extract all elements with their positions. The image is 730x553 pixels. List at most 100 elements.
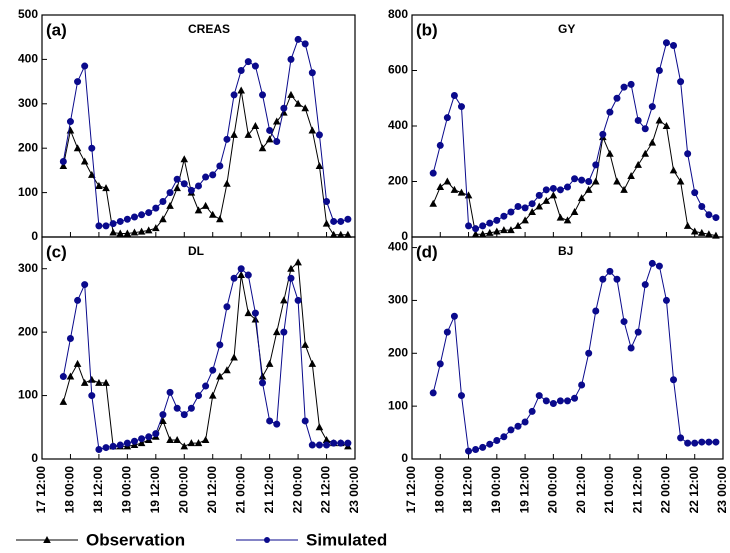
simulated-marker <box>251 62 259 70</box>
y-tick-label: 100 <box>388 398 408 412</box>
observation-marker <box>648 138 657 146</box>
observation-marker <box>244 130 253 138</box>
simulated-marker <box>237 265 245 273</box>
simulated-marker <box>599 130 607 138</box>
observation-marker <box>485 228 494 236</box>
simulated-marker <box>109 442 117 450</box>
simulated-marker <box>315 131 323 139</box>
simulated-marker <box>216 341 224 349</box>
observation-marker <box>620 185 628 193</box>
observation-marker <box>95 378 103 386</box>
simulated-marker <box>564 183 571 191</box>
x-tick-label: 21 00:00 <box>602 466 616 514</box>
panel-label: (d) <box>416 242 438 261</box>
simulated-marker <box>500 433 508 441</box>
simulated-marker <box>634 116 642 124</box>
simulated-marker <box>323 441 331 449</box>
simulated-marker <box>641 281 649 289</box>
x-tick-label: 19 00:00 <box>489 466 503 514</box>
observation-marker <box>613 177 621 185</box>
observation-marker <box>251 122 260 129</box>
simulated-marker <box>187 186 195 194</box>
observation-marker <box>329 230 338 238</box>
simulated-marker <box>180 180 188 188</box>
simulated-marker <box>287 274 295 282</box>
simulated-marker <box>662 39 670 47</box>
simulated-marker <box>138 435 146 443</box>
simulated-marker <box>606 267 614 275</box>
observation-marker <box>87 375 96 383</box>
simulated-marker <box>655 67 663 74</box>
simulated-marker <box>578 176 586 184</box>
simulated-marker <box>59 158 67 166</box>
simulated-marker <box>486 219 494 227</box>
simulated-marker <box>472 225 480 233</box>
plot-frame <box>411 236 724 460</box>
simulated-marker <box>116 441 124 449</box>
observation-marker <box>301 104 310 112</box>
observation-marker <box>344 230 352 238</box>
observation-marker <box>584 185 593 193</box>
simulated-marker <box>691 189 699 197</box>
simulated-marker <box>123 439 131 447</box>
simulated-marker <box>571 175 579 183</box>
simulated-marker <box>230 274 238 282</box>
simulated-marker <box>244 58 252 66</box>
simulated-marker <box>273 420 281 428</box>
legend-label: Simulated <box>306 530 387 549</box>
simulated-marker <box>259 91 267 99</box>
simulated-marker <box>571 394 579 402</box>
simulated-marker <box>465 222 473 230</box>
observation-marker <box>102 378 110 386</box>
simulated-marker <box>493 216 501 224</box>
y-tick-label: 400 <box>388 240 408 254</box>
observation-marker <box>606 149 614 157</box>
y-tick-label: 100 <box>18 388 38 402</box>
observation-marker <box>152 224 160 232</box>
observation-marker <box>683 221 692 229</box>
simulated-marker <box>535 191 543 199</box>
simulated-marker <box>641 125 649 133</box>
y-tick-label: 500 <box>18 7 38 21</box>
simulated-marker <box>521 418 529 426</box>
panel-label: (c) <box>46 242 67 261</box>
simulated-marker <box>337 217 345 225</box>
panel-label: (a) <box>46 20 67 39</box>
simulated-marker <box>202 173 210 181</box>
simulated-marker <box>223 303 231 311</box>
plot-frame <box>41 236 356 460</box>
simulated-marker <box>251 309 259 317</box>
observation-marker <box>180 442 189 450</box>
simulated-marker <box>187 404 195 412</box>
simulated-marker <box>507 426 515 434</box>
observation-marker <box>208 391 217 399</box>
observation-marker <box>187 439 196 447</box>
simulated-marker <box>655 262 663 270</box>
simulated-marker <box>130 213 138 221</box>
simulated-marker <box>195 392 202 400</box>
y-tick-label: 600 <box>388 63 408 77</box>
simulated-marker <box>173 404 181 412</box>
y-tick-label: 0 <box>31 229 38 243</box>
y-tick-label: 0 <box>31 451 38 465</box>
simulated-marker <box>585 178 593 185</box>
simulated-marker <box>74 78 82 86</box>
simulated-marker <box>670 42 678 50</box>
simulated-marker <box>514 202 522 210</box>
simulated-marker <box>627 80 635 88</box>
observation-marker <box>173 435 181 443</box>
observation-marker <box>265 135 274 143</box>
simulated-marker <box>344 439 352 447</box>
observation-marker <box>563 216 572 224</box>
simulated-marker <box>521 204 529 212</box>
y-tick-label: 100 <box>18 185 38 199</box>
observation-marker <box>272 117 281 125</box>
simulated-marker <box>315 441 323 449</box>
panel-title: BJ <box>558 244 573 258</box>
legend-marker <box>43 536 51 543</box>
simulated-marker <box>166 388 174 396</box>
x-tick-label: 21 12:00 <box>262 466 276 514</box>
observation-marker <box>669 166 678 174</box>
simulated-marker <box>259 379 267 387</box>
legend-marker <box>264 537 270 543</box>
